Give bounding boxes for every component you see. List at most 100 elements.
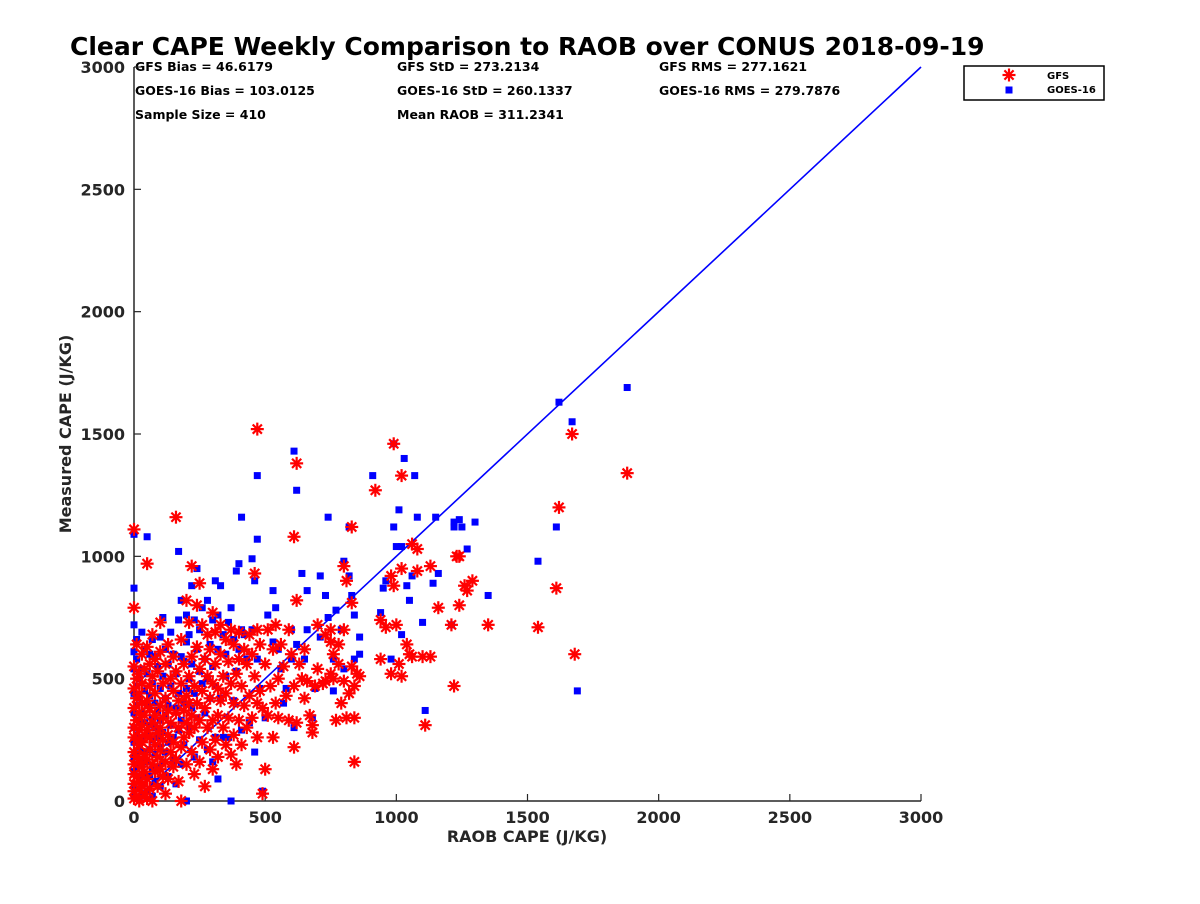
gfs-point	[258, 762, 272, 776]
goes16-point	[455, 516, 463, 524]
gfs-point	[208, 657, 222, 671]
goes16-point	[190, 689, 198, 697]
gfs-point	[418, 718, 432, 732]
goes16-point	[253, 472, 261, 480]
goes16-point	[324, 614, 332, 621]
gfs-point	[174, 794, 188, 808]
gfs-point	[169, 510, 183, 524]
gfs-point	[158, 787, 172, 801]
goes16-point	[198, 604, 206, 612]
gfs-point	[447, 679, 461, 693]
goes16-point	[177, 716, 185, 724]
gfs-point	[552, 500, 566, 514]
gfs-point	[140, 640, 154, 654]
goes16-point	[175, 547, 183, 555]
gfs-point	[174, 740, 188, 754]
gfs-point	[174, 633, 188, 647]
gfs-point	[166, 650, 180, 664]
gfs-point	[279, 689, 293, 703]
gfs-point	[148, 652, 162, 666]
goes16-point	[623, 384, 631, 392]
goes16-point	[175, 616, 183, 624]
gfs-point	[158, 755, 172, 769]
gfs-point	[143, 679, 157, 693]
gfs-point	[200, 721, 214, 735]
gfs-point	[389, 618, 403, 632]
gfs-point	[392, 657, 406, 671]
goes16-point	[458, 523, 466, 531]
goes16-point	[190, 753, 198, 761]
y-tick-label: 0	[114, 792, 125, 811]
stat-gfs-bias: GFS Bias = 46.6179	[135, 59, 273, 74]
goes16-point	[395, 506, 403, 514]
goes16-point	[434, 569, 442, 577]
legend-box	[963, 65, 1105, 101]
gfs-point	[190, 640, 204, 654]
gfs-point	[326, 672, 340, 686]
gfs-point	[287, 530, 301, 544]
gfs-point	[311, 618, 325, 632]
goes16-point	[332, 606, 340, 614]
x-tick-label: 1000	[374, 808, 419, 827]
goes16-point	[177, 653, 185, 661]
goes16-point	[214, 611, 222, 619]
gfs-point	[410, 542, 424, 556]
goes16-point	[185, 631, 193, 639]
gfs-point	[206, 606, 220, 620]
goes16-point	[188, 582, 196, 590]
goes16-point	[421, 706, 429, 714]
gfs-point	[203, 691, 217, 705]
gfs-point	[531, 620, 545, 634]
goes16-point	[450, 523, 458, 531]
legend: GFS GOES-16	[963, 65, 1105, 101]
goes16-point	[400, 454, 408, 462]
gfs-point	[332, 637, 346, 651]
gfs-point	[130, 637, 144, 651]
gfs-point	[250, 623, 264, 637]
y-tick-label: 500	[92, 670, 125, 689]
gfs-point	[258, 657, 272, 671]
gfs-point	[208, 625, 222, 639]
gfs-point	[203, 642, 217, 656]
gfs-point	[460, 584, 474, 598]
goes16-point	[280, 699, 288, 707]
gfs-point	[198, 701, 212, 715]
goes16-point	[238, 513, 246, 521]
goes16-point	[224, 618, 232, 626]
gfs-point	[277, 659, 291, 673]
goes16-point	[392, 543, 400, 551]
gfs-point	[237, 699, 251, 713]
gfs-point	[347, 711, 361, 725]
goes16-point	[151, 777, 159, 785]
gfs-point	[164, 672, 178, 686]
goes16-point	[198, 680, 206, 688]
gfs-point	[334, 696, 348, 710]
goes16-point	[282, 684, 290, 692]
gfs-point	[290, 456, 304, 470]
goes16-point	[251, 577, 259, 585]
gfs-point	[345, 596, 359, 610]
gfs-point	[182, 615, 196, 629]
goes16-point	[245, 719, 253, 727]
gfs-point	[271, 711, 285, 725]
gfs-point	[248, 669, 262, 683]
gfs-point	[384, 667, 398, 681]
gfs-point	[374, 652, 388, 666]
gfs-point	[187, 721, 201, 735]
gfs-point	[185, 650, 199, 664]
gfs-point	[127, 522, 141, 536]
gfs-point	[395, 469, 409, 483]
goes16-point	[316, 572, 324, 580]
goes16-point	[269, 638, 277, 646]
goes16-point	[429, 579, 437, 587]
goes16-point	[408, 572, 416, 580]
gfs-point	[235, 679, 249, 693]
goes16-point	[534, 557, 542, 565]
goes16-point	[211, 577, 219, 585]
gfs-point	[250, 422, 264, 436]
gfs-point	[261, 708, 275, 722]
gfs-point	[565, 427, 579, 441]
legend-gfs-marker	[1002, 68, 1016, 82]
goes16-point	[413, 513, 421, 521]
gfs-point	[347, 755, 361, 769]
